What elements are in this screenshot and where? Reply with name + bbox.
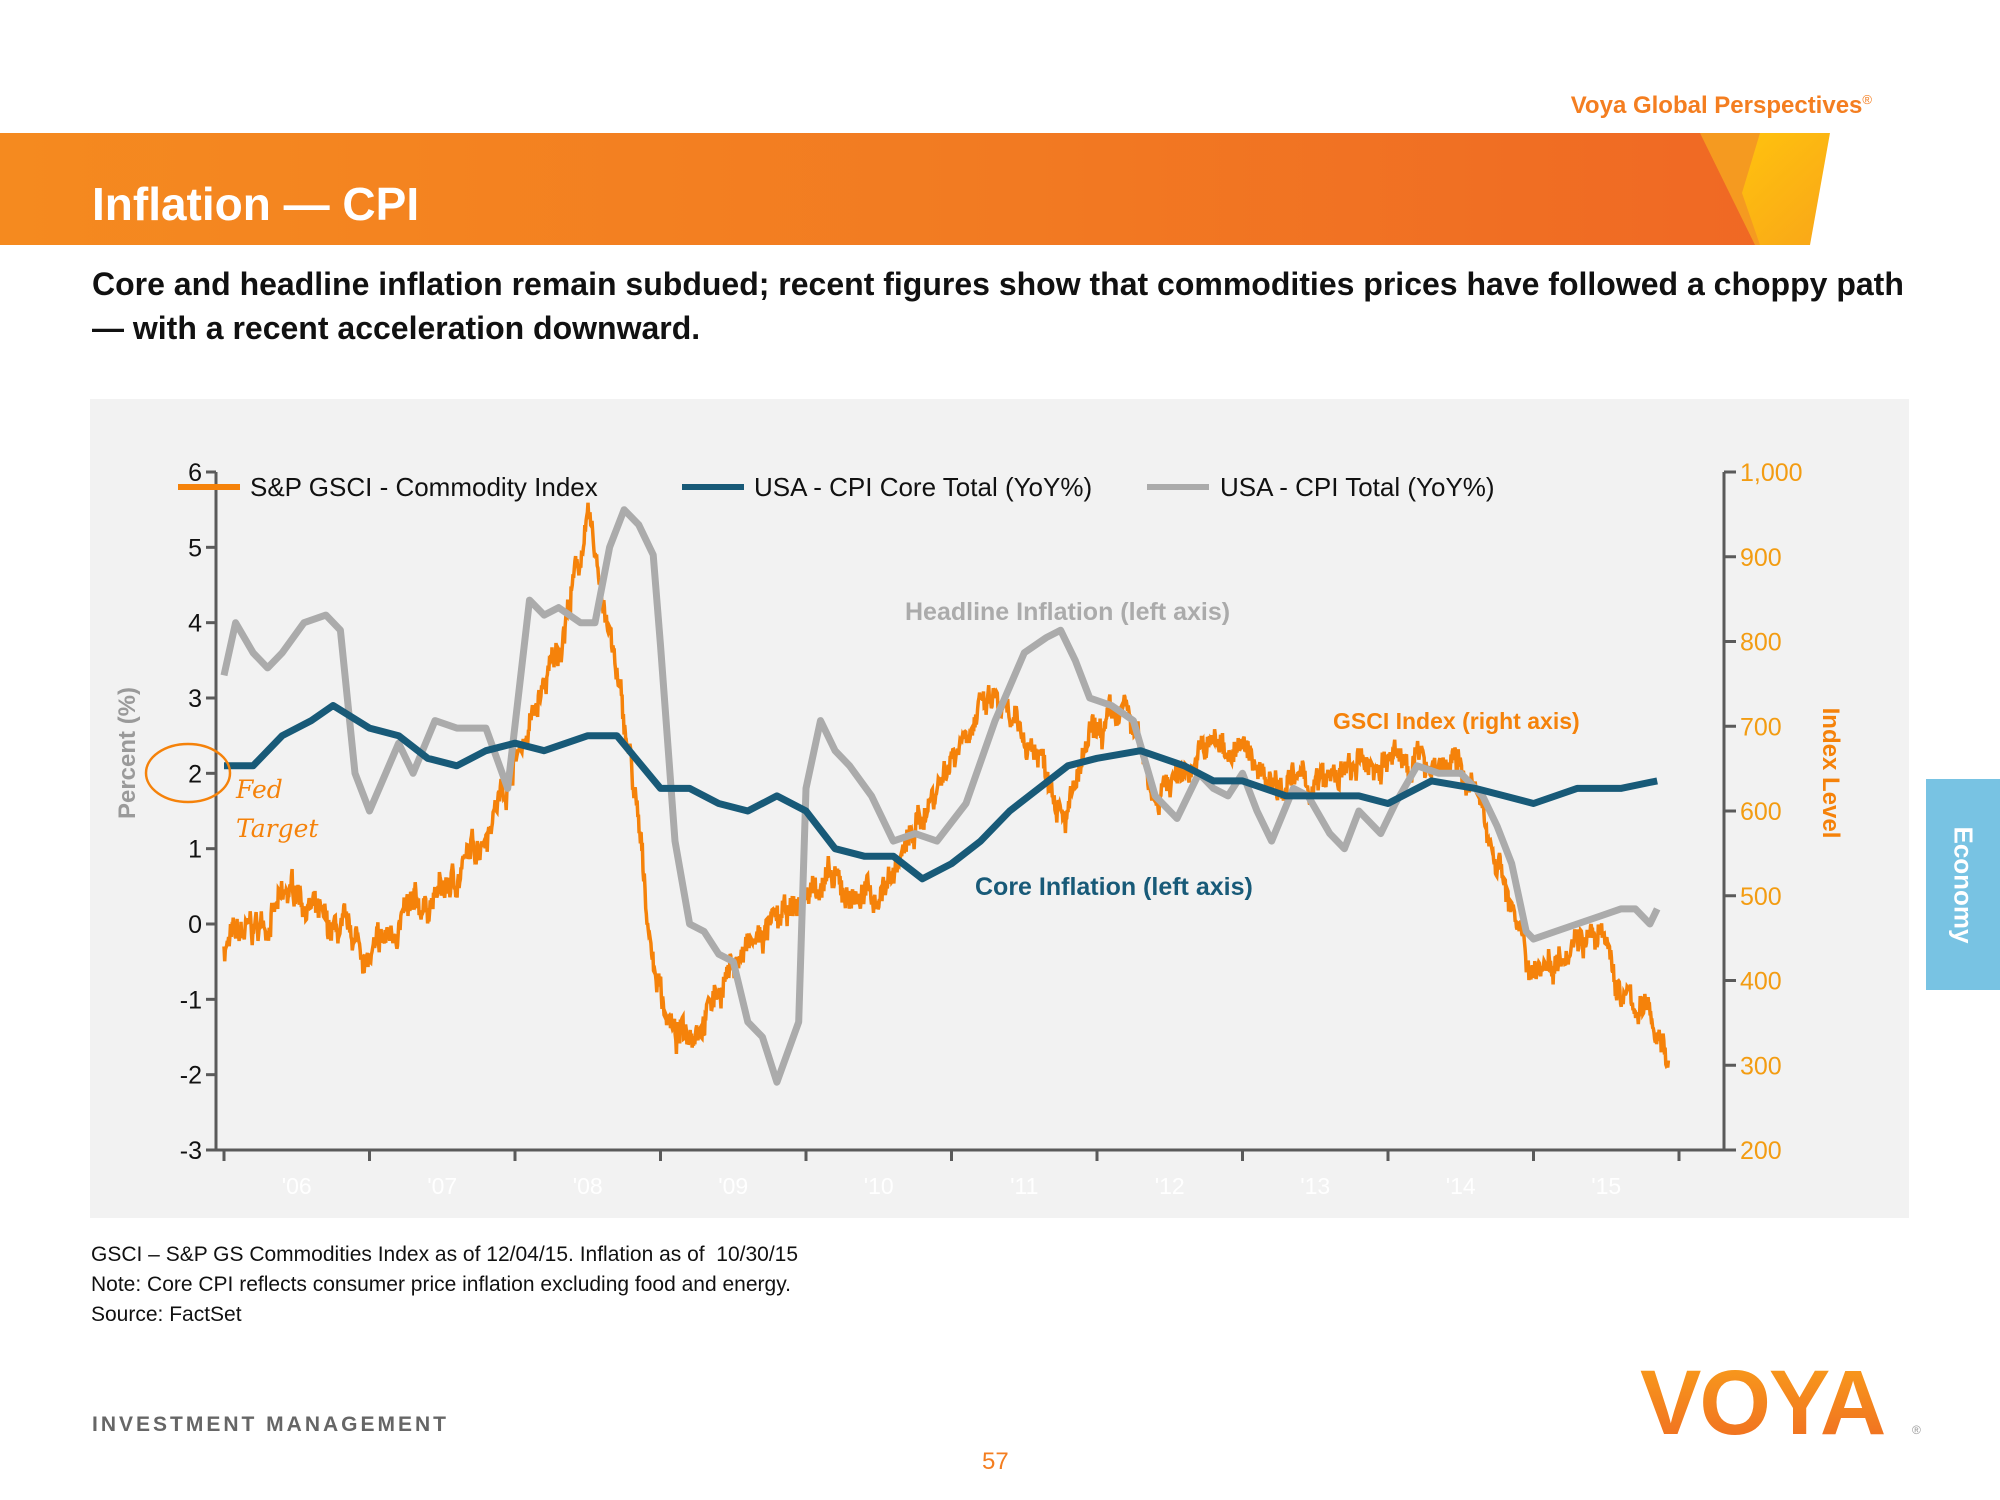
y-tick-label-right: 200 <box>1740 1137 1782 1165</box>
brand-tagline-text: Voya Global Perspectives <box>1570 92 1863 119</box>
page-number: 57 <box>982 1448 1009 1475</box>
title-banner <box>0 133 1860 245</box>
fed-target-label-2: Target <box>236 814 319 843</box>
y-tick-label-left: 3 <box>188 685 202 713</box>
y-tick-label-left: -3 <box>180 1137 202 1165</box>
page-subtitle: Core and headline inflation remain subdu… <box>92 266 1904 346</box>
x-tick-label: '12 <box>1155 1173 1185 1199</box>
voya-logo-text: VOYA <box>1640 1358 1885 1454</box>
x-tick-label: '10 <box>864 1173 894 1199</box>
logo-registered-mark: ® <box>1912 1423 1921 1437</box>
x-tick-label: '13 <box>1300 1173 1330 1199</box>
annotation-gsci: GSCI Index (right axis) <box>1333 708 1580 734</box>
brand-tagline: Voya Global Perspectives® <box>1571 92 1872 120</box>
legend-label-headline: USA - CPI Total (YoY%) <box>1220 472 1495 502</box>
x-tick-label: '15 <box>1591 1173 1621 1199</box>
y-tick-label-left: -2 <box>180 1062 202 1090</box>
y-tick-label-left: 1 <box>188 836 202 864</box>
x-tick-label: '09 <box>718 1173 748 1199</box>
chart-panel: 6 5 4 3 2 1 0 -1 -2 -3 1,000 900 800 700 600 500 400 300 2… <box>90 399 1909 1218</box>
axes: 6 5 4 3 2 1 0 -1 -2 -3 1,000 900 800 700 600 500 400 300 2… <box>180 459 1803 1199</box>
y-tick-label-right: 300 <box>1740 1052 1782 1080</box>
y-tick-label-right: 400 <box>1740 968 1782 996</box>
inflation-chart: 6 5 4 3 2 1 0 -1 -2 -3 1,000 900 800 700 600 500 400 300 2… <box>114 459 1844 1199</box>
footnote-dates: GSCI – S&P GS Commodities Index as of 12… <box>91 1243 799 1266</box>
y-tick-label-left: -1 <box>180 986 202 1014</box>
y-tick-label-left: 5 <box>188 534 202 562</box>
y-tick-label-left: 6 <box>188 459 202 487</box>
y-tick-label-left: 4 <box>188 610 202 638</box>
annotation-core: Core Inflation (left axis) <box>975 873 1253 901</box>
section-tab-label: Economy <box>1948 825 1979 944</box>
footnotes: GSCI – S&P GS Commodities Index as of 12… <box>91 1240 798 1330</box>
series-layer <box>220 502 1671 1086</box>
series-line-headline-cpi <box>220 506 1661 1086</box>
y-tick-label-right: 600 <box>1740 798 1782 826</box>
fed-target-circle <box>144 742 232 804</box>
y-tick-label-left: 2 <box>188 760 202 788</box>
footnote-source: Source: FactSet <box>91 1303 242 1326</box>
y-tick-label-right: 800 <box>1740 629 1782 657</box>
registered-mark: ® <box>1862 92 1872 107</box>
series-line-core-cpi <box>224 702 1658 883</box>
x-tick-label: '08 <box>573 1173 603 1199</box>
division-name: INVESTMENT MANAGEMENT <box>92 1413 449 1436</box>
y-tick-label-right: 500 <box>1740 883 1782 911</box>
footnote-note: Note: Core CPI reflects consumer price i… <box>91 1273 791 1296</box>
annotation-headline: Headline Inflation (left axis) <box>905 598 1230 626</box>
x-tick-label: '06 <box>282 1173 312 1199</box>
x-tick-label: '07 <box>427 1173 457 1199</box>
voya-v-icon <box>1700 133 1860 245</box>
legend-label-gsci: S&P GSCI - Commodity Index <box>250 472 598 502</box>
y-axis-title-left: Percent (%) <box>114 687 141 819</box>
y-tick-label-right: 900 <box>1740 544 1782 572</box>
legend: S&P GSCI - Commodity Index USA - CPI Cor… <box>178 472 1495 502</box>
page-title: Inflation — CPI <box>92 178 420 230</box>
x-tick-label: '11 <box>1010 1173 1038 1199</box>
voya-logo: VOYA ® <box>1640 1358 1921 1454</box>
y-tick-label-right: 1,000 <box>1740 459 1803 487</box>
y-tick-label-right: 700 <box>1740 713 1782 741</box>
fed-target-label-1: Fed <box>235 775 283 804</box>
section-tab-economy[interactable]: Economy <box>1926 779 2000 990</box>
y-tick-label-left: 0 <box>188 911 202 939</box>
x-tick-label: '14 <box>1446 1173 1476 1199</box>
legend-label-core: USA - CPI Core Total (YoY%) <box>754 472 1092 502</box>
y-axis-title-right: Index Level <box>1817 708 1844 839</box>
